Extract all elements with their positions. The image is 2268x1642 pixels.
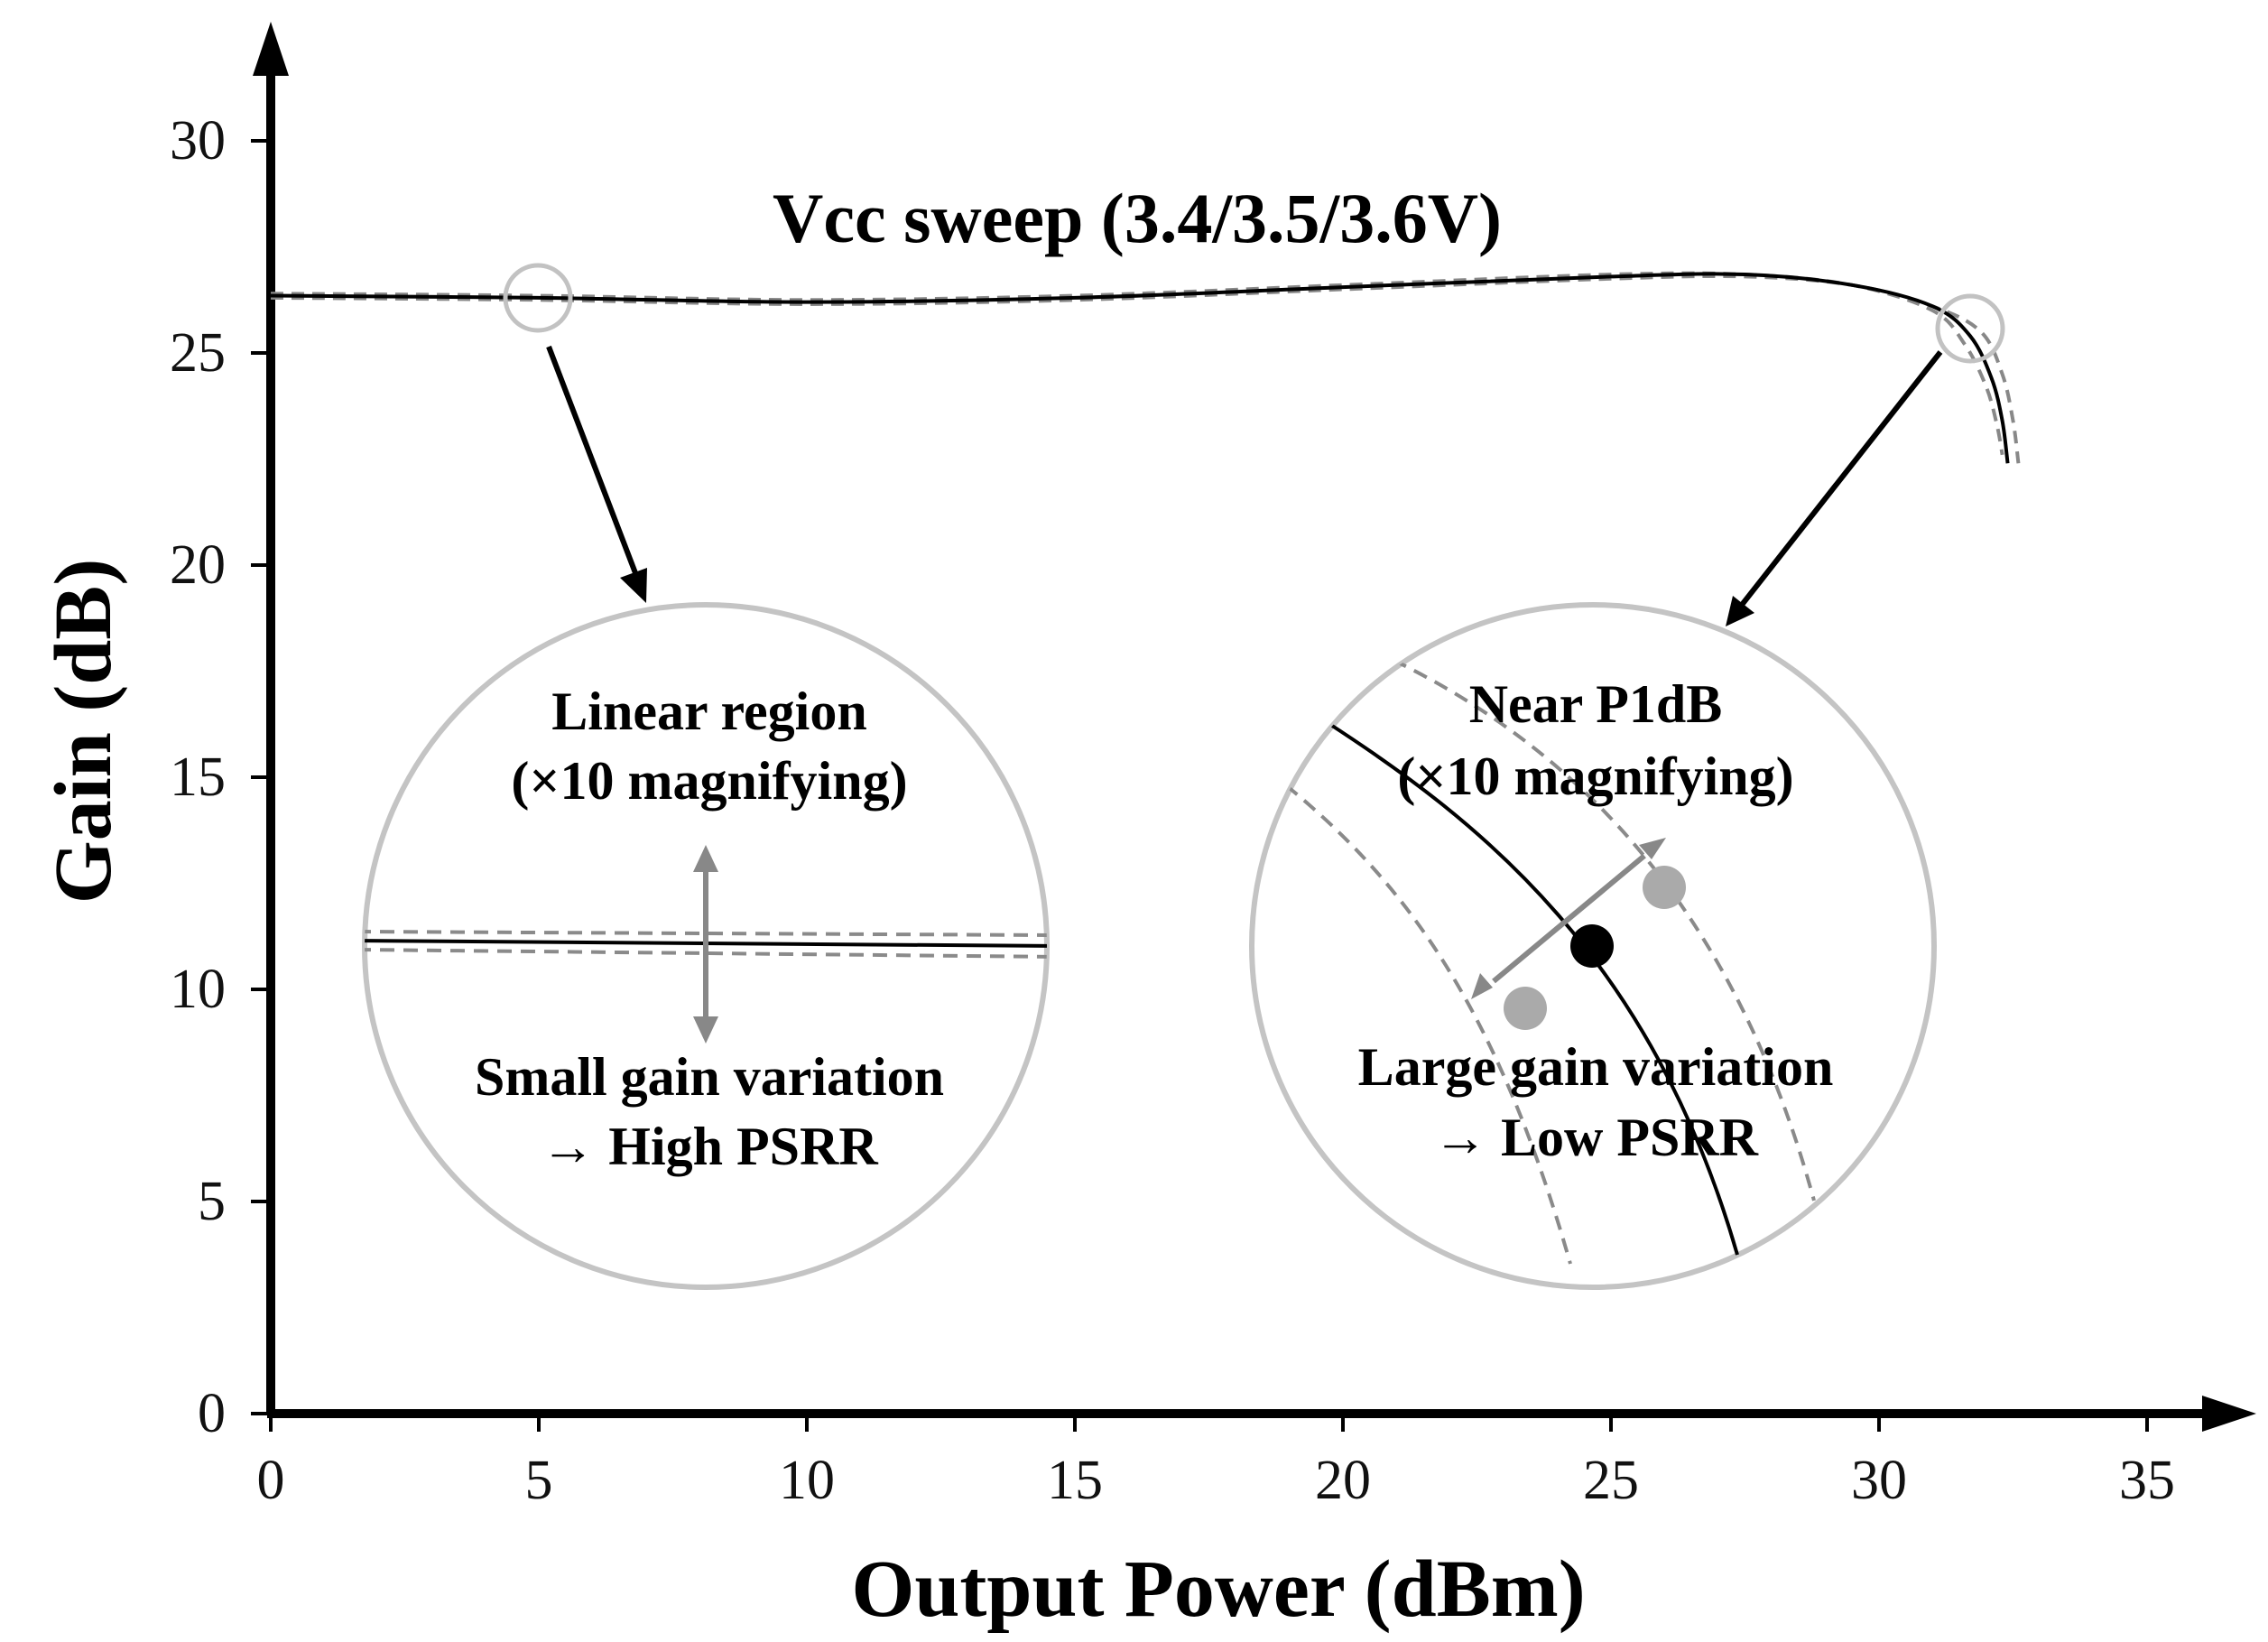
double-arrow-top-head — [693, 845, 718, 872]
linear-region-subtitle: (×10 magnifying) — [511, 751, 907, 811]
linear-region-pointer-arrow — [546, 345, 640, 580]
double-arrow-bottom-head — [693, 1016, 718, 1044]
x-tick-label: 35 — [2119, 1450, 2175, 1511]
p1db-zoom-inset: Near P1dB (×10 magnifying) Large gain va… — [1249, 602, 1937, 1290]
y-tick-label: 10 — [170, 959, 226, 1020]
p1db-title: Near P1dB — [1469, 674, 1723, 734]
series-line-3.6V — [270, 274, 2021, 464]
series-line-3.4V — [270, 271, 2004, 456]
x-axis-arrowhead — [2202, 1396, 2256, 1432]
linear-region-caption: Small gain variation — [475, 1047, 944, 1107]
linear-region-caption-psrr: → High PSRR — [541, 1117, 878, 1176]
y-tick-label: 25 — [170, 322, 226, 384]
operating-point-3.6v — [1643, 866, 1686, 909]
y-tick-label: 0 — [198, 1383, 226, 1444]
x-tick-label: 0 — [257, 1450, 285, 1511]
series-layer — [270, 271, 2021, 464]
zoom-right-curve-3.5v — [1325, 720, 1739, 1256]
chart-title: Vcc sweep (3.4/3.5/3.6V) — [773, 179, 1502, 257]
zoom-right-curve-3.4v — [1284, 784, 1572, 1265]
y-axis-arrowhead — [253, 22, 289, 76]
x-tick-label: 20 — [1315, 1450, 1371, 1511]
linear-region-pointer-arrowhead — [620, 568, 647, 603]
y-tick-label: 15 — [170, 747, 226, 808]
y-tick-label: 30 — [170, 110, 226, 172]
spread-arrow-upper-head — [1639, 838, 1666, 859]
linear-region-zoom-inset: Linear region (×10 magnifying) Small gai… — [362, 602, 1050, 1290]
p1db-marker-circle — [1935, 293, 2005, 364]
linear-region-marker-circle — [503, 263, 573, 333]
series-line-3.5V — [270, 272, 2010, 464]
p1db-pointer-arrowhead — [1726, 596, 1754, 626]
operating-point-3.5v — [1570, 924, 1614, 968]
p1db-subtitle: (×10 magnifying) — [1397, 747, 1793, 806]
p1db-caption: Large gain variation — [1358, 1037, 1834, 1097]
x-tick-label: 30 — [1851, 1450, 1907, 1511]
p1db-caption-psrr: → Low PSRR — [1433, 1108, 1759, 1167]
p1db-pointer-arrow — [1739, 350, 1943, 607]
y-ticks: 0 5 10 15 20 25 30 — [170, 110, 271, 1444]
linear-region-title: Linear region — [551, 682, 866, 741]
operating-point-3.4v — [1504, 987, 1547, 1030]
x-tick-label: 5 — [525, 1450, 553, 1511]
x-axis-title: Output Power (dBm) — [851, 1545, 1585, 1634]
y-tick-label: 5 — [198, 1171, 226, 1232]
x-tick-label: 15 — [1047, 1450, 1103, 1511]
x-ticks: 0 5 10 15 20 25 30 35 — [257, 1414, 2175, 1511]
x-tick-label: 10 — [779, 1450, 835, 1511]
zoom-right-curve-3.6v — [1371, 648, 1816, 1201]
x-tick-label: 25 — [1583, 1450, 1639, 1511]
y-tick-label: 20 — [170, 534, 226, 596]
spread-arrow-lower-head — [1471, 973, 1493, 999]
y-axis-title: Gain (dB) — [39, 559, 128, 904]
gain-spread-double-arrow — [1492, 853, 1646, 984]
